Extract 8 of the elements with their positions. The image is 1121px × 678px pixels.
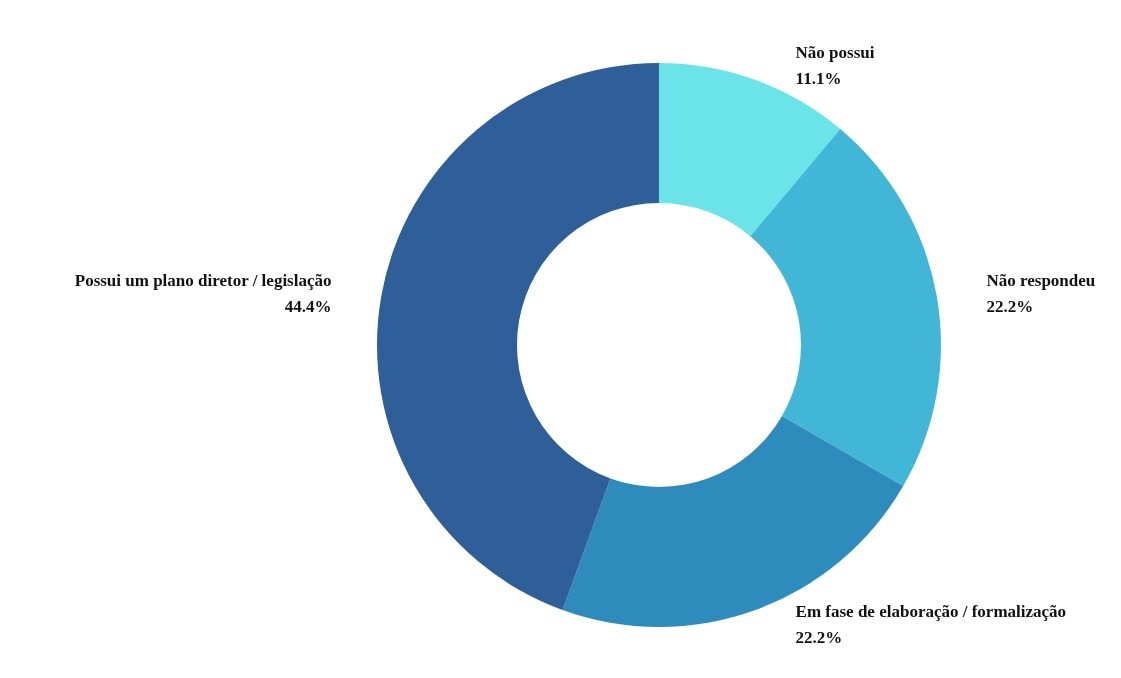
slice-label: Possui um plano diretor / legislação [74,270,332,290]
slice-label: Não possui [795,43,875,63]
data-label: 22.2% [795,627,843,647]
data-label: 22.2% [986,296,1034,316]
data-label: 44.4% [284,296,332,316]
slice-label: Não respondeu [986,270,1096,290]
slice-label: Em fase de elaboração / formalização [795,601,1067,621]
data-label: 11.1% [795,69,842,89]
